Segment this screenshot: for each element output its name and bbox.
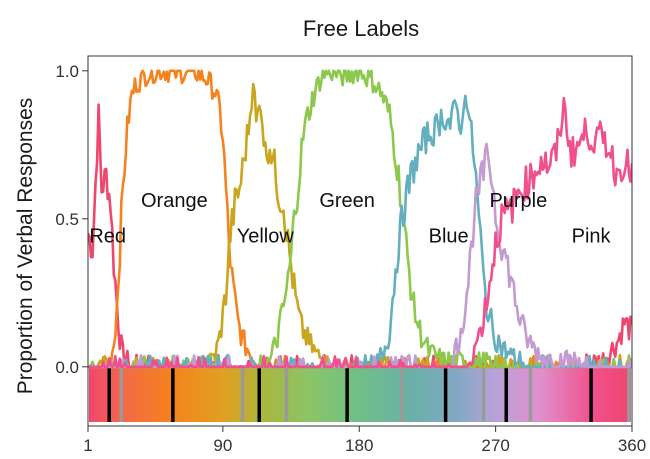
series-label-purple: Purple <box>489 190 547 212</box>
x-tick-label: 90 <box>213 436 232 455</box>
x-tick-label: 270 <box>481 436 509 455</box>
series-label-blue: Blue <box>429 225 469 247</box>
series-line-green <box>88 69 632 369</box>
x-tick-label: 180 <box>345 436 373 455</box>
y-axis-label: Proportion of Verbal Responses <box>14 98 37 395</box>
series-line-red <box>88 103 632 369</box>
series-label-green: Green <box>319 190 375 212</box>
x-tick-label: 360 <box>618 436 646 455</box>
series-lines <box>88 69 632 369</box>
series-line-pink <box>88 96 632 369</box>
chart-title: Free Labels <box>303 16 419 41</box>
y-tick-label: 0.0 <box>55 358 79 377</box>
series-label-pink: Pink <box>572 225 612 247</box>
series-line-purple <box>88 142 632 369</box>
series-label-red: Red <box>89 225 126 247</box>
y-tick-label: 0.5 <box>55 210 79 229</box>
y-tick-label: 1.0 <box>55 62 79 81</box>
series-label-orange: Orange <box>141 190 208 212</box>
series-line-yellow <box>88 82 632 369</box>
series-line-orange <box>88 69 632 369</box>
hue-strip <box>89 368 631 422</box>
series-labels: Red Orange Yellow Green Blue Purple Pink <box>89 190 611 248</box>
series-label-yellow: Yellow <box>237 225 295 247</box>
x-tick-label: 1 <box>83 436 92 455</box>
hue-gradient-bar <box>89 368 631 422</box>
series-line-blue <box>88 94 632 369</box>
axes: 1 90 180 270 360 0.0 0.5 1.0 <box>55 62 646 455</box>
plot-frame <box>87 55 633 427</box>
